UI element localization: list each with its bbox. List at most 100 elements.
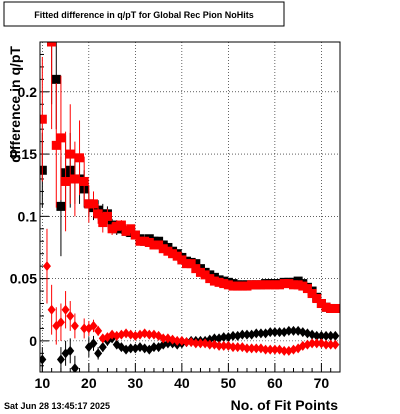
data-point <box>40 114 47 124</box>
x-tick-label: 60 <box>267 375 283 391</box>
data-point <box>233 342 242 353</box>
data-point <box>56 133 66 143</box>
x-tick-label: 40 <box>174 375 190 391</box>
y-tick-labels: 0 0.05 0.1 0.15 0.2 <box>10 84 37 349</box>
data-point <box>326 339 335 350</box>
data-point <box>121 226 131 236</box>
data-point <box>209 276 219 286</box>
data-point <box>191 338 200 349</box>
data-point <box>47 42 57 47</box>
data-point <box>182 259 192 269</box>
data-point <box>284 325 293 336</box>
data-point <box>191 264 201 274</box>
data-point <box>288 280 298 290</box>
data-point <box>102 211 112 221</box>
data-point <box>163 246 173 256</box>
data-point <box>229 330 238 341</box>
data-point <box>266 344 275 355</box>
data-point <box>51 74 61 84</box>
data-point <box>56 201 66 211</box>
data-point <box>158 244 168 254</box>
data-point <box>70 320 79 331</box>
data-point <box>51 140 61 150</box>
data-point <box>56 317 65 328</box>
y-tick-label: 0 <box>29 333 37 349</box>
data-point <box>256 328 265 339</box>
data-point <box>210 333 219 344</box>
data-point <box>326 303 336 313</box>
data-point <box>56 354 65 365</box>
data-point <box>293 280 303 290</box>
data-point <box>223 280 233 290</box>
data-point <box>126 343 135 354</box>
data-point <box>298 281 308 291</box>
data-point <box>307 289 317 299</box>
timestamp: Sat Jun 28 13:45:17 2025 <box>4 401 110 411</box>
data-point <box>144 237 154 247</box>
data-point <box>247 343 256 354</box>
data-point <box>275 280 285 290</box>
data-point <box>261 344 270 355</box>
data-point <box>154 240 164 250</box>
data-point <box>173 335 182 346</box>
y-tick-label: 0.15 <box>10 146 37 162</box>
data-point <box>251 280 261 290</box>
data-point <box>219 332 228 343</box>
data-point <box>135 236 145 246</box>
chart-title: Fitted difference in q/pT for Global Rec… <box>34 10 254 20</box>
data-point <box>265 280 275 290</box>
data-point <box>270 280 280 290</box>
data-point <box>80 323 89 334</box>
data-point <box>266 327 275 338</box>
data-point <box>331 339 340 350</box>
data-point <box>196 338 205 349</box>
x-tick-label: 20 <box>81 375 97 391</box>
data-point <box>322 330 331 341</box>
x-axis-title: No. of Fit Points <box>231 397 339 413</box>
data-point <box>275 327 284 338</box>
data-point <box>89 338 98 349</box>
data-point <box>94 348 103 359</box>
data-point <box>191 259 201 269</box>
data-point <box>270 327 279 338</box>
data-point <box>219 340 228 351</box>
data-point <box>126 224 136 234</box>
y-axis-title: difference in q/pT <box>7 46 23 163</box>
data-point <box>330 303 340 313</box>
data-point <box>312 294 322 304</box>
data-point <box>107 224 117 234</box>
data-point <box>89 320 98 331</box>
data-point <box>308 338 317 349</box>
data-point <box>98 218 108 228</box>
data-point <box>321 302 331 312</box>
data-point <box>242 329 251 340</box>
data-point <box>61 304 70 315</box>
data-point <box>70 174 80 184</box>
data-point <box>66 310 75 321</box>
data-point <box>312 330 321 341</box>
data-point <box>98 342 107 353</box>
data-point <box>186 259 196 269</box>
data-point <box>40 354 47 365</box>
data-point <box>215 340 224 351</box>
data-marks <box>40 42 340 372</box>
x-tick-labels: 10 20 30 40 50 60 70 <box>35 375 330 391</box>
data-point <box>88 199 98 209</box>
data-point <box>140 236 150 246</box>
data-point <box>130 230 140 240</box>
data-point <box>284 279 294 289</box>
title-box: Fitted difference in q/pT for Global Rec… <box>3 1 285 27</box>
data-point <box>84 199 94 209</box>
data-point <box>252 343 261 354</box>
data-point <box>279 279 289 289</box>
data-point <box>40 165 47 175</box>
y-tick-label: 0.2 <box>18 84 38 100</box>
data-point <box>252 328 261 339</box>
data-point <box>94 325 103 336</box>
data-point <box>233 281 243 291</box>
data-point <box>182 337 191 348</box>
data-point <box>93 209 103 219</box>
data-point <box>270 344 279 355</box>
series-diamond-red <box>42 228 340 356</box>
data-point <box>195 267 205 277</box>
